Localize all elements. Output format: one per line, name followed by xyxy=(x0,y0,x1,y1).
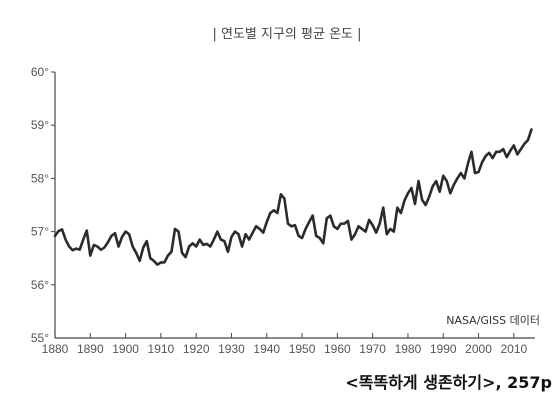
source-label: NASA/GISS 데이터 xyxy=(446,314,540,327)
y-tick-label: 56° xyxy=(31,278,49,292)
x-tick-label: 1960 xyxy=(324,342,351,356)
x-tick-label: 2000 xyxy=(465,342,492,356)
temperature-series-line xyxy=(53,128,533,266)
x-tick-label: 1920 xyxy=(183,342,210,356)
y-tick-label: 60° xyxy=(31,65,49,79)
x-tick-label: 1970 xyxy=(359,342,386,356)
y-tick-label: 58° xyxy=(31,171,49,185)
chart-title: | 연도별 지구의 평균 온도 | xyxy=(212,27,361,42)
x-ticks: 1880 1890 1900 1910 1920 1930 1940 1950 1960 1970… xyxy=(42,333,527,356)
caption: <똑똑하게 생존하기>, 257p xyxy=(345,373,552,392)
x-tick-label: 2010 xyxy=(500,342,527,356)
x-tick-label: 1900 xyxy=(112,342,139,356)
x-tick-label: 1910 xyxy=(148,342,175,356)
y-tick-label: 57° xyxy=(31,225,49,239)
x-tick-label: 1950 xyxy=(289,342,316,356)
x-tick-label: 1940 xyxy=(253,342,280,356)
y-ticks: 55° 56° 57° 58° 59° 60° xyxy=(31,65,55,345)
x-tick-label: 1980 xyxy=(395,342,422,356)
y-tick-label: 55° xyxy=(31,331,49,345)
x-tick-label: 1880 xyxy=(42,342,69,356)
x-tick-label: 1890 xyxy=(77,342,104,356)
x-tick-label: 1930 xyxy=(218,342,245,356)
x-tick-label: 1990 xyxy=(430,342,457,356)
y-tick-label: 59° xyxy=(31,118,49,132)
